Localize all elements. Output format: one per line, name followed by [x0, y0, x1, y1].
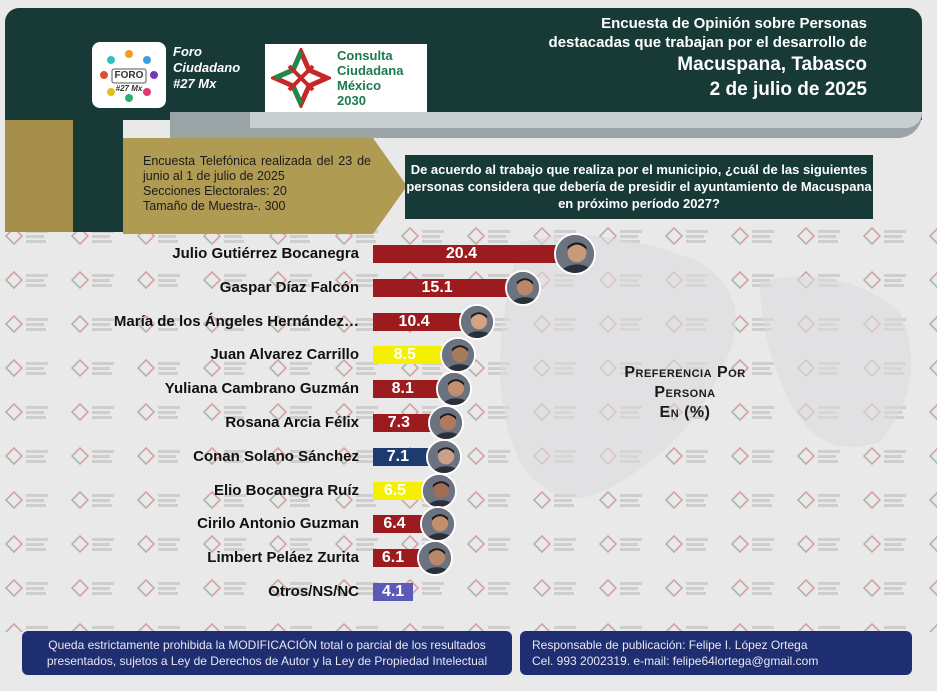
- consulta-star-icon: [271, 48, 331, 108]
- header-swoosh-inner: [250, 112, 922, 128]
- survey-question: De acuerdo al trabajo que realiza por el…: [405, 155, 873, 219]
- publisher-contact: Responsable de publicación: Felipe I. Ló…: [520, 631, 912, 675]
- bar-value-label: 20.4: [445, 245, 477, 262]
- bar-value-label: 6.4: [383, 515, 406, 533]
- survey-info-text: Encuesta Telefónica realizada del 23 de …: [143, 154, 371, 213]
- foro-name: Foro Ciudadano #27 Mx: [173, 44, 241, 91]
- bar: [373, 245, 573, 263]
- bar-category-label: Gaspar Díaz Falcón: [219, 278, 359, 296]
- candidate-photo: [504, 269, 541, 306]
- bar-value-label: 10.4: [398, 312, 430, 330]
- title-line-2: destacadas que trabajan por el desarroll…: [548, 34, 867, 51]
- candidate-photo: [436, 371, 473, 408]
- foro-ciudadano-logo: FORO #27 Mx: [92, 42, 166, 108]
- bar-category-label: Juan Alvarez Carrillo: [210, 346, 359, 364]
- bar-value-label: 4.1: [381, 583, 405, 600]
- title-line-4: 2 de julio de 2025: [709, 79, 867, 100]
- candidate-photo: [458, 303, 495, 340]
- left-tan-block: [5, 120, 73, 232]
- bar: [373, 414, 445, 432]
- bar: [373, 312, 475, 331]
- bar-value-label: 6.1: [381, 549, 405, 567]
- bar: [373, 346, 457, 365]
- candidate-photo: [419, 506, 456, 543]
- bar-value-label: 7.3: [387, 414, 410, 431]
- title-line-1: Encuesta de Opinión sobre Personas: [601, 15, 867, 32]
- copyright-line-1: Queda estrictamente prohibida la MODIFIC…: [48, 638, 486, 652]
- survey-info-box: Encuesta Telefónica realizada del 23 de …: [123, 138, 373, 234]
- bar-category-label: Rosana Arcia Félix: [225, 414, 359, 431]
- bar-category-label: Yuliana Cambrano Guzmán: [164, 380, 359, 398]
- survey-info-arrow: [373, 138, 407, 234]
- bar-value-label: 8.5: [393, 346, 416, 364]
- bar-category-label: Conan Solano Sánchez: [193, 447, 359, 465]
- bar-category-label: Otros/NS/NC: [268, 583, 359, 600]
- bar-category-label: Cirilo Antonio Guzman: [197, 515, 359, 533]
- foro-logo-sub: #27 Mx: [115, 84, 143, 93]
- chart-title: Preferencia Por Persona En (%): [624, 364, 746, 421]
- bar-category-label: Julio Gutiérrez Bocanegra: [172, 245, 359, 262]
- bar-value-label: 8.1: [391, 380, 414, 398]
- publisher-line: Responsable de publicación: Felipe I. Ló…: [532, 638, 808, 652]
- bar: [373, 380, 453, 399]
- title-line-3: Macuspana, Tabasco: [677, 54, 867, 75]
- page-title: Encuesta de Opinión sobre Personas desta…: [549, 14, 867, 102]
- foro-logo-text: FORO: [114, 70, 144, 81]
- bar-value-label: 15.1: [421, 278, 453, 296]
- consulta-ciudadana-logo: Consulta Ciudadana México 2030: [265, 44, 427, 112]
- contact-line: Cel. 993 2002319. e-mail: felipe64lorteg…: [532, 654, 819, 668]
- candidate-photo: [416, 540, 453, 577]
- bar: [373, 583, 414, 601]
- bar-category-label: Elio Bocanegra Ruíz: [213, 481, 359, 499]
- left-dark-stripe: [73, 120, 123, 232]
- bar-value-label: 6.5: [383, 481, 407, 499]
- candidate-photo: [426, 438, 463, 475]
- candidate-photo: [440, 337, 477, 374]
- bar: [373, 447, 443, 466]
- bar-category-label: Limbert Peláez Zurita: [207, 549, 359, 567]
- candidate-photo: [554, 233, 597, 275]
- copyright-notice: Queda estrictamente prohibida la MODIFIC…: [22, 631, 512, 675]
- consulta-name: Consulta Ciudadana México 2030: [337, 48, 404, 108]
- candidate-photo: [428, 405, 465, 441]
- bar-category-label: María de los Ángeles Hernández…: [113, 312, 359, 330]
- copyright-line-2: presentados, sujetos a Ley de Derechos d…: [46, 654, 488, 668]
- people-circle-icon: [100, 50, 158, 102]
- bar-value-label: 7.1: [386, 447, 409, 465]
- candidate-photo: [420, 472, 457, 509]
- bar: [373, 278, 521, 297]
